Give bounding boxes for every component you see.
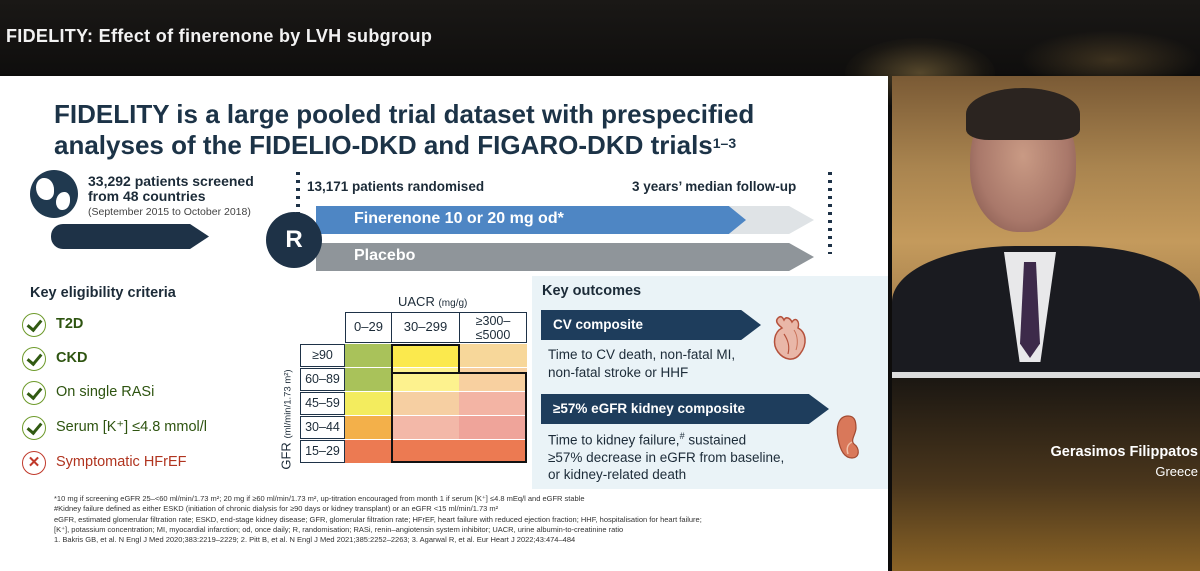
headline-reference: 1–3 <box>712 135 737 151</box>
screening-arrow <box>51 224 209 249</box>
eligibility-label: Serum [K⁺] ≤4.8 mmol/l <box>56 419 207 435</box>
placebo-arm-bar <box>316 243 814 271</box>
speaker-caption: Gerasimos Filippatos Greece <box>892 378 1200 571</box>
uacr-col-header: ≥300– ≤5000 <box>459 312 527 343</box>
egfr-composite-description: Time to kidney failure,# sustained ≥57% … <box>548 428 784 483</box>
eligibility-label: T2D <box>56 316 84 332</box>
risk-grid-cell <box>345 392 392 415</box>
check-icon <box>22 347 46 371</box>
cv-desc-line: non-fatal stroke or HHF <box>548 365 689 380</box>
gfr-row-label: 30–44 <box>300 416 345 439</box>
eligibility-heading: Key eligibility criteria <box>30 285 176 301</box>
risk-grid-cell <box>391 344 460 367</box>
headline-line-1: FIDELITY is a large pooled trial dataset… <box>54 99 755 129</box>
egfr-composite-label: ≥57% eGFR kidney composite <box>553 401 745 416</box>
risk-grid-cell <box>459 344 527 367</box>
check-icon <box>22 416 46 440</box>
gfr-row-label: 60–89 <box>300 368 345 391</box>
kidney-icon <box>836 415 859 459</box>
eligibility-label: Symptomatic HFrEF <box>56 454 187 470</box>
slide-headline: FIDELITY is a large pooled trial dataset… <box>54 99 754 161</box>
footnotes: *10 mg if screening eGFR 25–<60 ml/min/1… <box>54 494 874 545</box>
gfr-title: GFR <box>278 442 294 470</box>
speaker-hair <box>966 88 1080 140</box>
screened-dates: (September 2015 to October 2018) <box>88 206 251 218</box>
highlight-box-high <box>391 344 460 374</box>
check-icon <box>22 381 46 405</box>
risk-grid-cell <box>345 368 392 391</box>
uacr-title: UACR <box>398 294 435 309</box>
footnote: #Kidney failure defined as either ESKD (… <box>54 504 499 514</box>
video-title: FIDELITY: Effect of finerenone by LVH su… <box>6 26 433 46</box>
uacr-axis-title: UACR (mg/g) <box>398 294 467 309</box>
cv-desc-line: Time to CV death, non-fatal MI, <box>548 347 736 362</box>
lectern <box>892 372 1200 378</box>
footnote: *10 mg if screening eGFR 25–<60 ml/min/1… <box>54 494 585 503</box>
risk-grid-cell <box>391 416 460 439</box>
risk-grid-cell <box>459 392 527 415</box>
uacr-col-header: 30–299 <box>391 312 460 343</box>
video-title-bar: FIDELITY: Effect of finerenone by LVH su… <box>0 0 1200 108</box>
risk-grid-cell <box>459 440 527 463</box>
risk-grid-cell <box>345 416 392 439</box>
timeline-dots-end <box>828 172 832 254</box>
risk-grid-cell <box>345 344 392 367</box>
gfr-row-label: 15–29 <box>300 440 345 463</box>
highlight-box-moderate <box>391 373 527 463</box>
footnote: 1. Bakris GB, et al. N Engl J Med 2020;3… <box>54 535 576 545</box>
uacr-unit: (mg/g) <box>438 298 468 309</box>
cv-composite-label: CV composite <box>553 317 644 332</box>
footnote: eGFR, estimated glomerular filtration ra… <box>54 514 702 524</box>
check-icon <box>22 313 46 337</box>
speaker-video <box>892 76 1200 378</box>
speaker-name: Gerasimos Filippatos <box>1050 444 1198 460</box>
uacr-col-header: 0–29 <box>345 312 392 343</box>
screened-count: 33,292 patients screened <box>88 173 254 189</box>
speaker-tie <box>1020 262 1040 358</box>
uacr-col-header-line2: ≤5000 <box>475 328 511 342</box>
egfr-desc-footnote-mark: # <box>679 431 685 441</box>
risk-grid-cell <box>391 392 460 415</box>
egfr-desc-line: ≥57% decrease in eGFR from baseline, <box>548 449 785 465</box>
placebo-arm-label: Placebo <box>354 247 416 264</box>
randomised-count: 13,171 patients randomised <box>307 179 485 194</box>
gfr-row-label: ≥90 <box>300 344 345 367</box>
risk-grid-cell <box>391 440 460 463</box>
risk-grid-cell <box>459 416 527 439</box>
footnote: [K⁺], potassium concentration; MI, myoca… <box>54 524 624 534</box>
screened-countries: from 48 countries <box>88 188 206 204</box>
egfr-desc-line: Time to kidney failure, <box>548 432 680 448</box>
outcomes-heading: Key outcomes <box>542 283 642 299</box>
highlight-box-moderate-top <box>391 372 527 374</box>
egfr-desc-line: sustained <box>684 432 747 448</box>
median-followup: 3 years’ median follow-up <box>632 179 797 194</box>
gfr-row-label: 45–59 <box>300 392 345 415</box>
cv-composite-banner <box>541 310 761 340</box>
globe-icon <box>30 170 78 218</box>
eligibility-label: On single RASi <box>56 384 155 400</box>
finerenone-arm-label: Finerenone 10 or 20 mg od* <box>354 210 564 227</box>
speaker-country: Greece <box>1155 464 1198 479</box>
gfr-axis-title: GFR (ml/min/1.73 m²) <box>279 360 294 480</box>
cv-composite-description: Time to CV death, non-fatal MI, non-fata… <box>548 346 735 382</box>
cross-icon: ✕ <box>22 451 46 475</box>
egfr-composite-banner <box>541 394 829 424</box>
eligibility-label: CKD <box>56 350 88 366</box>
uacr-col-header-line1: ≥300– <box>475 314 511 328</box>
gfr-unit: (ml/min/1.73 m²) <box>282 369 294 439</box>
presentation-slide: FIDELITY is a large pooled trial dataset… <box>0 76 888 571</box>
finerenone-arm-bar <box>316 206 746 234</box>
headline-line-2: analyses of the FIDELIO-DKD and FIGARO-D… <box>54 130 713 160</box>
randomisation-badge: R <box>266 212 322 268</box>
risk-grid-cell <box>345 440 392 463</box>
egfr-desc-line: or kidney-related death <box>548 466 687 482</box>
heart-icon <box>773 315 806 360</box>
